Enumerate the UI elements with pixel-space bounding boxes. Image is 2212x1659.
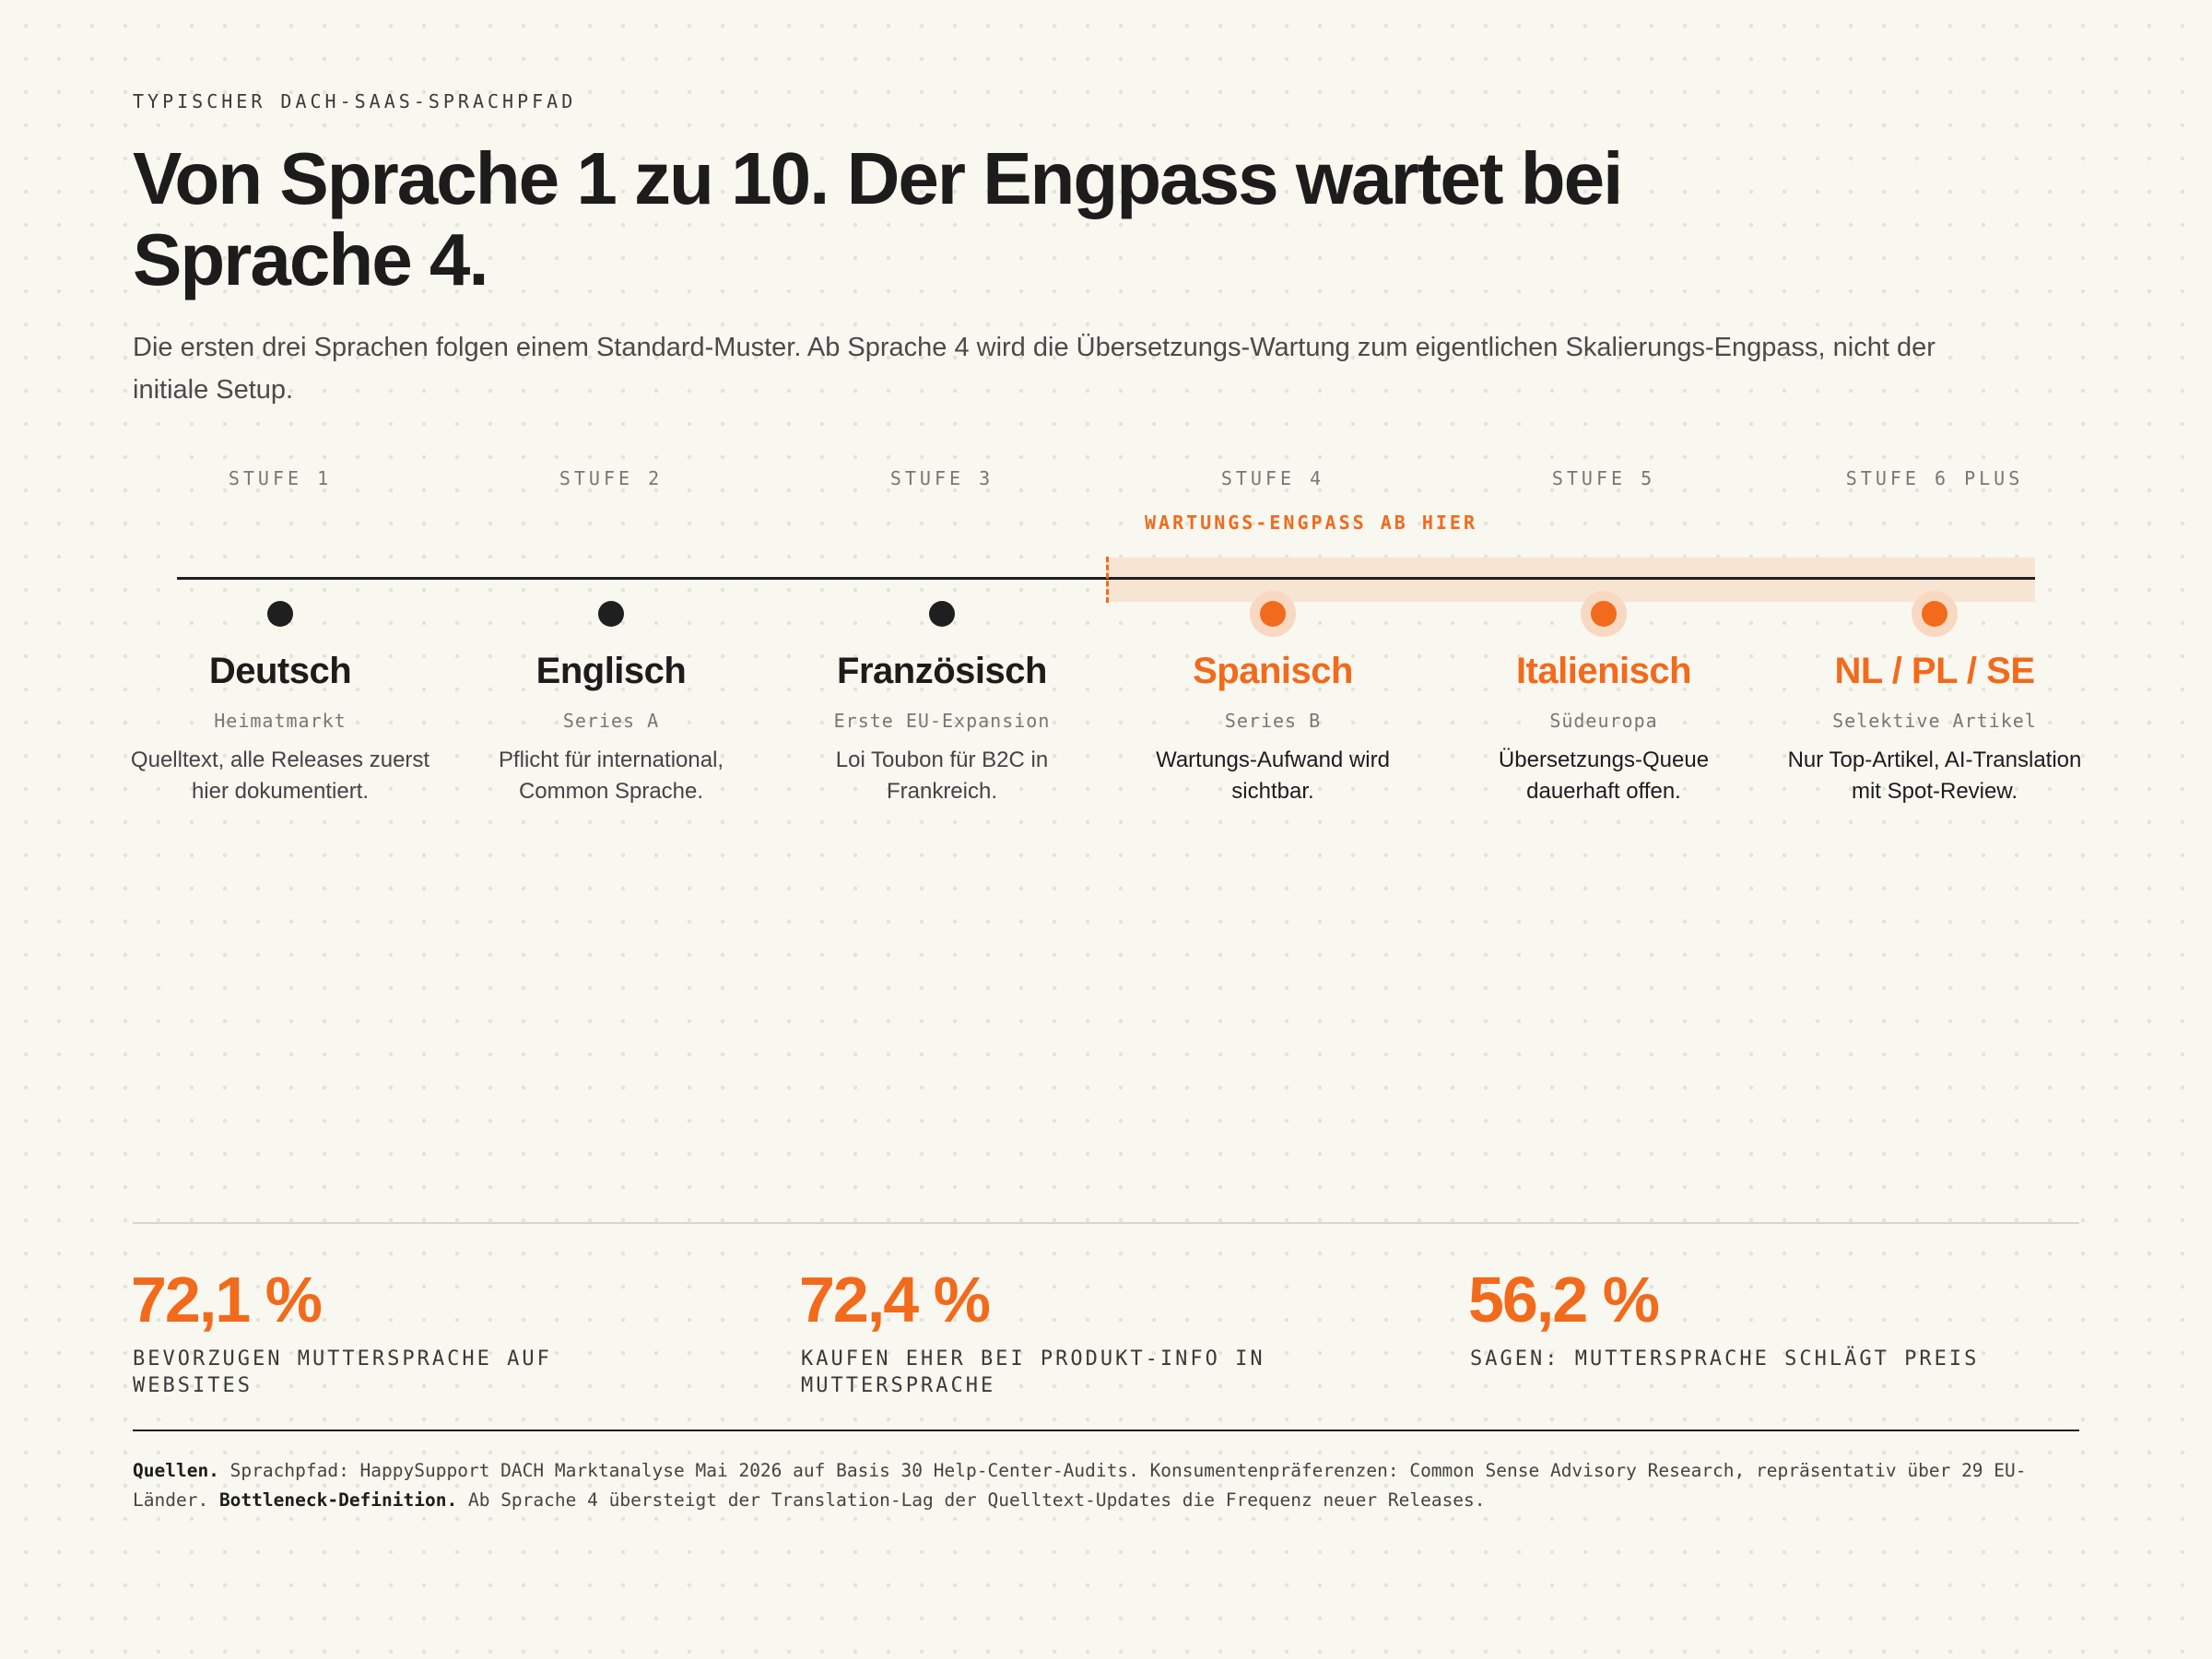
language-name-5: Italienisch <box>1515 651 1692 691</box>
bottleneck-label: WARTUNGS-ENGPASS AB HIER <box>1145 512 1477 534</box>
language-description-6: Nur Top-Artikel, AI-Translation mit Spot… <box>1787 747 2082 804</box>
sources-divider <box>133 1430 2079 1431</box>
stat-value-3: 56,2 % <box>1468 1264 1660 1335</box>
timeline-dot-3 <box>929 601 955 627</box>
language-tag-6: Selektive Artikel <box>1832 710 2037 732</box>
language-name-3: Französisch <box>837 651 1047 691</box>
stage-label-5: STUFE 5 <box>1551 467 1656 489</box>
stage-label-2: STUFE 2 <box>559 467 664 489</box>
language-name-2: Englisch <box>535 651 687 691</box>
language-name-1: Deutsch <box>208 651 352 691</box>
page-subtitle: Die ersten drei Sprachen folgen einem St… <box>133 333 1936 405</box>
stage-label-6: STUFE 6 PLUS <box>1845 467 2024 489</box>
stage-label-3: STUFE 3 <box>889 467 994 489</box>
stat-label-2: KAUFEN EHER BEI PRODUKT-INFO IN MUTTERSP… <box>801 1347 1265 1397</box>
timeline-dot-6 <box>1922 601 1947 627</box>
language-description-5: Übersetzungs-Queue dauerhaft offen. <box>1498 747 1710 804</box>
sources-text: Sprachpfad: HappySupport DACH Marktanaly… <box>133 1460 2027 1511</box>
stat-label-3: SAGEN: MUTTERSPRACHE SCHLÄGT PREIS <box>1470 1347 1980 1371</box>
bottleneck-marker <box>1106 557 1109 603</box>
language-tag-2: Series A <box>562 710 660 732</box>
sources-label: Quellen. <box>133 1460 219 1481</box>
stat-label-1: BEVORZUGEN MUTTERSPRACHE AUF WEBSITES <box>133 1347 552 1397</box>
language-description-4: Wartungs-Aufwand wird sichtbar. <box>1156 747 1390 804</box>
stage-label-1: STUFE 1 <box>228 467 333 489</box>
language-tag-4: Series B <box>1224 710 1322 732</box>
timeline-dot-2 <box>598 601 624 627</box>
bottleneck-definition-text: Ab Sprache 4 übersteigt der Translation-… <box>467 1489 1486 1511</box>
bottleneck-zone <box>1106 558 2035 602</box>
language-description-2: Pflicht für international, Common Sprach… <box>498 747 724 804</box>
language-description-3: Loi Toubon für B2C in Frankreich. <box>835 747 1049 804</box>
bottleneck-definition-label: Bottleneck-Definition. <box>218 1489 458 1511</box>
language-description-1: Quelltext, alle Releases zuerst hier dok… <box>130 747 430 804</box>
stat-value-1: 72,1 % <box>131 1264 323 1335</box>
language-name-6: NL / PL / SE <box>1834 651 2035 691</box>
language-tag-5: Südeuropa <box>1549 710 1658 732</box>
language-name-4: Spanisch <box>1193 651 1353 691</box>
stats-divider <box>133 1222 2079 1224</box>
language-tag-3: Erste EU-Expansion <box>833 710 1051 732</box>
timeline-dot-5 <box>1591 601 1617 627</box>
page-title: Von Sprache 1 zu 10. Der Engpass wartet … <box>133 137 1623 300</box>
timeline-dot-1 <box>267 601 293 627</box>
sources-note: Quellen. Sprachpfad: HappySupport DACH M… <box>133 1456 2079 1515</box>
stage-label-4: STUFE 4 <box>1220 467 1325 489</box>
timeline-dot-4 <box>1260 601 1286 627</box>
stat-value-2: 72,4 % <box>799 1264 991 1335</box>
language-tag-1: Heimatmarkt <box>214 710 347 732</box>
eyebrow: TYPISCHER DACH-SAAS-SPRACHPFAD <box>133 90 577 112</box>
